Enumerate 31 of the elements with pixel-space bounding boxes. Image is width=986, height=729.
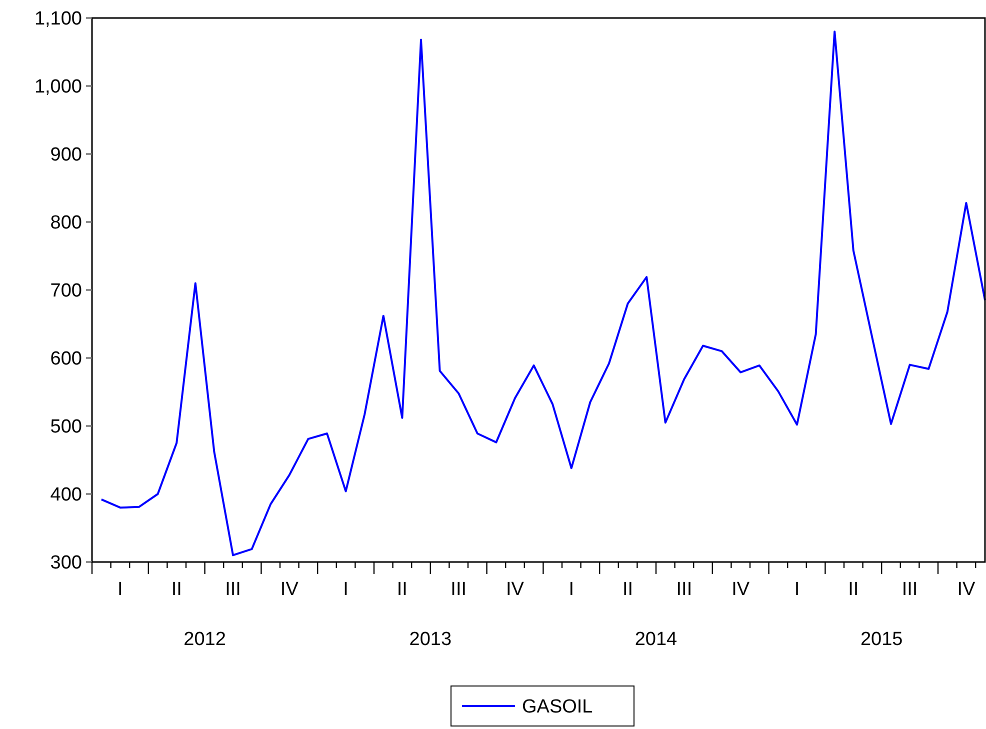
x-tick-label: III — [676, 579, 692, 600]
y-tick-label: 700 — [50, 280, 82, 302]
x-tick-label: I — [118, 579, 123, 600]
x-tick-label: I — [568, 579, 574, 600]
x-tick-label: IV — [280, 579, 299, 600]
y-tick-label: 900 — [50, 144, 82, 166]
y-tick-label: 500 — [50, 416, 82, 438]
x-tick-label: II — [171, 579, 182, 600]
x-tick-label: III — [450, 579, 467, 600]
text: 2014 — [634, 629, 678, 650]
y-tick-label: 600 — [50, 348, 82, 370]
text: 2012 — [184, 629, 226, 650]
x-tick-label: IV — [732, 579, 750, 600]
x-tick-label: I — [794, 579, 800, 600]
x-tick-label: IV — [506, 579, 524, 600]
y-tick-label: 400 — [50, 484, 82, 506]
text: 2015 — [860, 629, 903, 650]
y-tick-label: 1,000 — [34, 76, 82, 98]
x-tick-label: II — [848, 579, 859, 600]
y-tick-label: 300 — [50, 552, 82, 574]
line-series — [100, 30, 986, 556]
x-tick-label: I — [343, 579, 348, 600]
legend-label: GASOIL — [522, 696, 593, 718]
x-tick-label: III — [225, 579, 241, 600]
x-tick-label: II — [622, 579, 634, 600]
x-tick-label: IV — [957, 579, 976, 600]
x-tick-label: III — [902, 579, 918, 600]
y-tick-label: 800 — [50, 212, 82, 234]
y-tick-label: 1,100 — [34, 8, 82, 30]
x-tick-label: II — [396, 579, 408, 600]
text: 2013 — [409, 629, 452, 650]
